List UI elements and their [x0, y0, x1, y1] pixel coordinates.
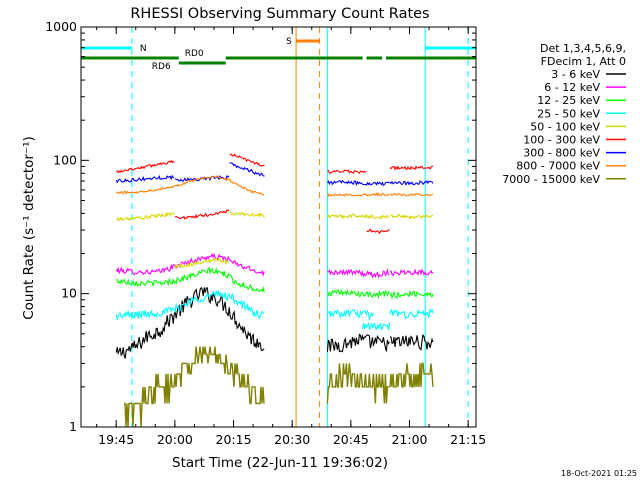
- series-7-segment-2: [389, 192, 434, 197]
- series-8-segment-0: [124, 346, 265, 427]
- legend-label-1: 6 - 12 keV: [544, 81, 600, 94]
- series-5-segment-5: [389, 165, 434, 171]
- x-tick-label-5: 21:00: [391, 432, 427, 447]
- series-6-segment-2: [229, 162, 265, 177]
- series-1-segment-0: [115, 252, 265, 277]
- legend-header-line-1: FDecim 1, Att 0: [541, 55, 626, 68]
- series-4-segment-4: [389, 213, 434, 220]
- series-3-segment-2: [362, 322, 391, 331]
- series-5-segment-1: [174, 209, 230, 220]
- legend-label-7: 800 - 7000 keV: [516, 160, 600, 173]
- series-5-segment-3: [327, 169, 367, 174]
- legend-label-0: 3 - 6 keV: [551, 68, 600, 81]
- series-3-segment-1: [327, 308, 374, 322]
- series-6-segment-0: [115, 174, 175, 184]
- legend-label-6: 300 - 800 keV: [523, 147, 600, 160]
- series-3-segment-0: [115, 290, 265, 320]
- legend-header-line-0: Det 1,3,4,5,6,9,: [540, 42, 626, 55]
- attenuator-flag-label-2: S: [286, 37, 292, 47]
- series-8-segment-1: [326, 363, 390, 404]
- x-tick-label-0: 19:45: [98, 432, 134, 447]
- x-tick-label-4: 20:45: [333, 432, 369, 447]
- series-4-segment-2: [229, 211, 265, 218]
- series-2-segment-1: [327, 289, 390, 300]
- legend-label-8: 7000 - 15000 keV: [502, 173, 600, 186]
- legend-label-3: 25 - 50 keV: [537, 107, 600, 120]
- x-tick-label-6: 21:15: [450, 432, 486, 447]
- series-5-segment-2: [229, 153, 265, 167]
- series-0-segment-0: [115, 286, 265, 359]
- series-5-segment-4: [366, 228, 390, 235]
- series-4-segment-1: [174, 257, 229, 269]
- axis-group: 19:45 20:00 20:15 20:30 20:45 21:00 21:15 1 10 10…: [45, 19, 486, 447]
- series-0-segment-2: [389, 333, 434, 351]
- x-axis-label: Start Time (22-Jun-11 19:36:02): [172, 455, 388, 471]
- series-2-segment-0: [116, 266, 265, 293]
- series-0-segment-1: [326, 333, 390, 353]
- generation-timestamp: 18-Oct-2021 01:25: [561, 469, 637, 478]
- rd-flag-label-0: RD0: [185, 49, 204, 59]
- series-7-segment-0: [115, 175, 265, 196]
- series-1-segment-1: [327, 268, 390, 279]
- legend-label-2: 12 - 25 keV: [537, 94, 600, 107]
- y-tick-label-0: 1: [69, 419, 77, 434]
- legend-label-4: 50 - 100 keV: [530, 120, 600, 133]
- y-tick-label-2: 100: [53, 152, 77, 167]
- flag-group: N S RD0 RD6: [81, 37, 476, 72]
- legend-label-5: 100 - 300 keV: [523, 134, 600, 147]
- x-tick-label-3: 20:30: [274, 432, 310, 447]
- legend: Det 1,3,4,5,6,9,FDecim 1, Att 03 - 6 keV…: [502, 42, 626, 186]
- series-7-segment-1: [326, 192, 390, 198]
- rd-flag-label-2: RD6: [152, 62, 171, 72]
- y-axis-label: Count Rate (s⁻¹ detector⁻¹): [21, 136, 37, 320]
- series-group: [115, 153, 434, 427]
- series-6-segment-4: [389, 179, 434, 187]
- x-tick-label-2: 20:15: [216, 432, 252, 447]
- chart-title: RHESSI Observing Summary Count Rates: [130, 6, 429, 22]
- y-tick-label-1: 10: [61, 286, 77, 301]
- x-tick-label-1: 20:00: [157, 432, 193, 447]
- plot-frame: [80, 26, 477, 428]
- series-4-segment-3: [326, 213, 390, 220]
- series-5-segment-0: [115, 159, 175, 174]
- series-8-segment-2: [389, 362, 434, 388]
- attenuator-flag-label-0: N: [140, 44, 147, 54]
- series-2-segment-2: [389, 289, 434, 300]
- series-6-segment-3: [326, 179, 390, 187]
- series-3-segment-3: [389, 308, 434, 320]
- series-4-segment-0: [115, 211, 175, 222]
- series-1-segment-2: [389, 267, 434, 277]
- y-tick-label-3: 1000: [45, 19, 77, 34]
